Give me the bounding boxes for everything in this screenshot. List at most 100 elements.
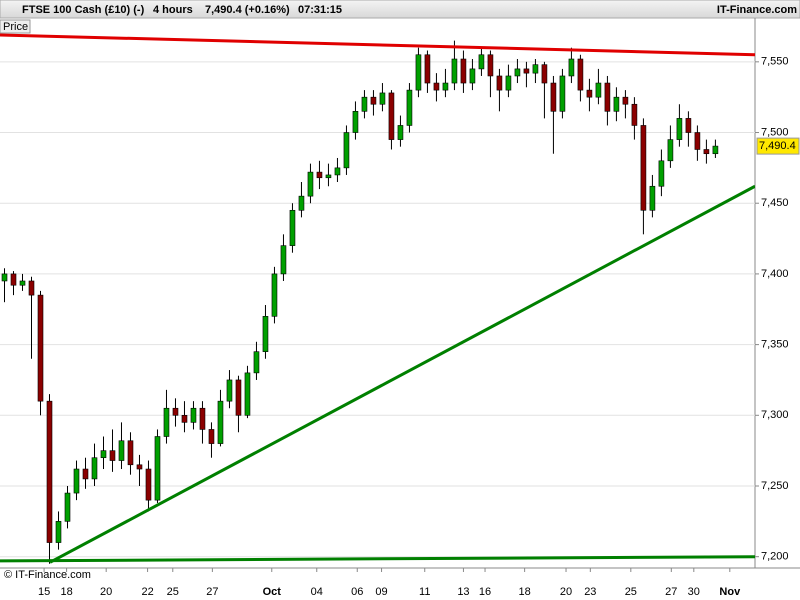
x-tick-label: 20 <box>100 586 112 598</box>
candle-body <box>244 372 251 416</box>
candle-body <box>577 58 584 91</box>
candle-body <box>586 89 593 98</box>
y-tick-label: 7,350 <box>761 339 789 351</box>
candle-body <box>262 316 269 352</box>
candle-body <box>127 440 134 466</box>
candle-body <box>145 468 152 501</box>
candle-body <box>73 468 80 494</box>
candle-body <box>100 450 107 459</box>
x-tick-label: 25 <box>625 586 637 598</box>
candle-body <box>550 82 557 112</box>
panel-label: Price <box>3 21 28 33</box>
brand: IT-Finance.com <box>717 4 797 16</box>
chart-title: FTSE 100 Cash (£10) (-) <box>22 4 145 16</box>
candle-body <box>181 415 188 423</box>
x-tick-label: 06 <box>351 586 363 598</box>
candle-body <box>568 58 575 77</box>
x-tick-label: 11 <box>419 586 430 598</box>
candle-body <box>46 400 53 543</box>
candle-body <box>442 82 449 91</box>
candle-body <box>19 280 26 286</box>
x-tick-label: 22 <box>141 586 153 598</box>
candle-body <box>487 54 494 77</box>
candle-body <box>685 118 692 133</box>
candle-body <box>28 280 35 296</box>
candle-body <box>109 450 116 461</box>
candle-body <box>316 171 323 179</box>
last-price-label: 7,490.4 <box>759 140 796 152</box>
y-tick-label: 7,250 <box>761 480 789 492</box>
candle-body <box>469 68 476 84</box>
candle-body <box>514 68 521 77</box>
candle-body <box>478 54 485 70</box>
candle-body <box>541 64 548 84</box>
x-tick-label: 23 <box>584 586 596 598</box>
trendline <box>0 555 755 563</box>
candle-body <box>235 379 242 416</box>
x-tick-label: Nov <box>719 586 741 598</box>
candle-body <box>703 149 710 155</box>
candle-body <box>604 82 611 112</box>
last-price-box <box>756 137 800 155</box>
x-tick-label: 30 <box>688 586 700 598</box>
x-tick-label: 15 <box>38 586 50 598</box>
y-tick-label: 7,300 <box>761 409 789 421</box>
candle-body <box>406 89 413 126</box>
candle-body <box>415 54 422 91</box>
x-tick-label: 27 <box>206 586 218 598</box>
candle-body <box>667 139 674 162</box>
candle-body <box>595 82 602 98</box>
candle-body <box>370 96 377 105</box>
candle-body <box>154 436 161 501</box>
candle-body <box>1 273 8 282</box>
candle-body <box>226 379 233 402</box>
candle-body <box>91 457 98 480</box>
plot <box>0 33 755 564</box>
candle-body <box>271 273 278 317</box>
time: 07:31:15 <box>298 4 342 16</box>
candle-body <box>136 464 143 470</box>
candle-body <box>199 407 206 430</box>
candle-body <box>55 521 62 543</box>
candle-body <box>523 68 530 74</box>
x-tick-label: 04 <box>311 586 323 598</box>
candle-body <box>64 492 71 522</box>
candle-body <box>217 400 224 444</box>
candle-body <box>118 440 125 461</box>
candle-body <box>613 96 620 112</box>
candle-body <box>532 64 539 74</box>
candle-body <box>334 167 341 176</box>
y-tick-label: 7,200 <box>761 551 789 563</box>
x-tick-label: 13 <box>457 586 469 598</box>
candle-body <box>343 132 350 169</box>
candle-body <box>82 468 89 480</box>
candle-body <box>10 273 17 286</box>
candle-body <box>208 429 215 444</box>
y-tick-label: 7,400 <box>761 268 789 280</box>
x-tick-label: 18 <box>519 586 531 598</box>
candle-body <box>379 92 386 105</box>
x-tick-label: 25 <box>167 586 179 598</box>
trendline <box>0 33 755 57</box>
header-bar <box>0 0 800 19</box>
x-tick-label: 27 <box>665 586 677 598</box>
axes: 7,200 7,250 7,300 7,350 7,400 7,450 7,500 7,550… <box>38 56 800 598</box>
candle-body <box>424 54 431 84</box>
trendline <box>49 184 755 564</box>
candle-body <box>559 75 566 112</box>
candle-body <box>352 111 359 133</box>
candle-body <box>37 294 44 402</box>
candle-body <box>253 351 260 374</box>
candle-body <box>388 92 395 140</box>
x-tick-label: 16 <box>479 586 491 598</box>
y-tick-label: 7,500 <box>761 126 789 138</box>
panel-label-box <box>0 19 31 34</box>
candle-body <box>676 118 683 140</box>
x-tick-label: 09 <box>375 586 387 598</box>
candle-body <box>496 75 503 91</box>
grid <box>0 61 755 558</box>
candle-body <box>460 58 467 84</box>
candle-body <box>622 96 629 105</box>
